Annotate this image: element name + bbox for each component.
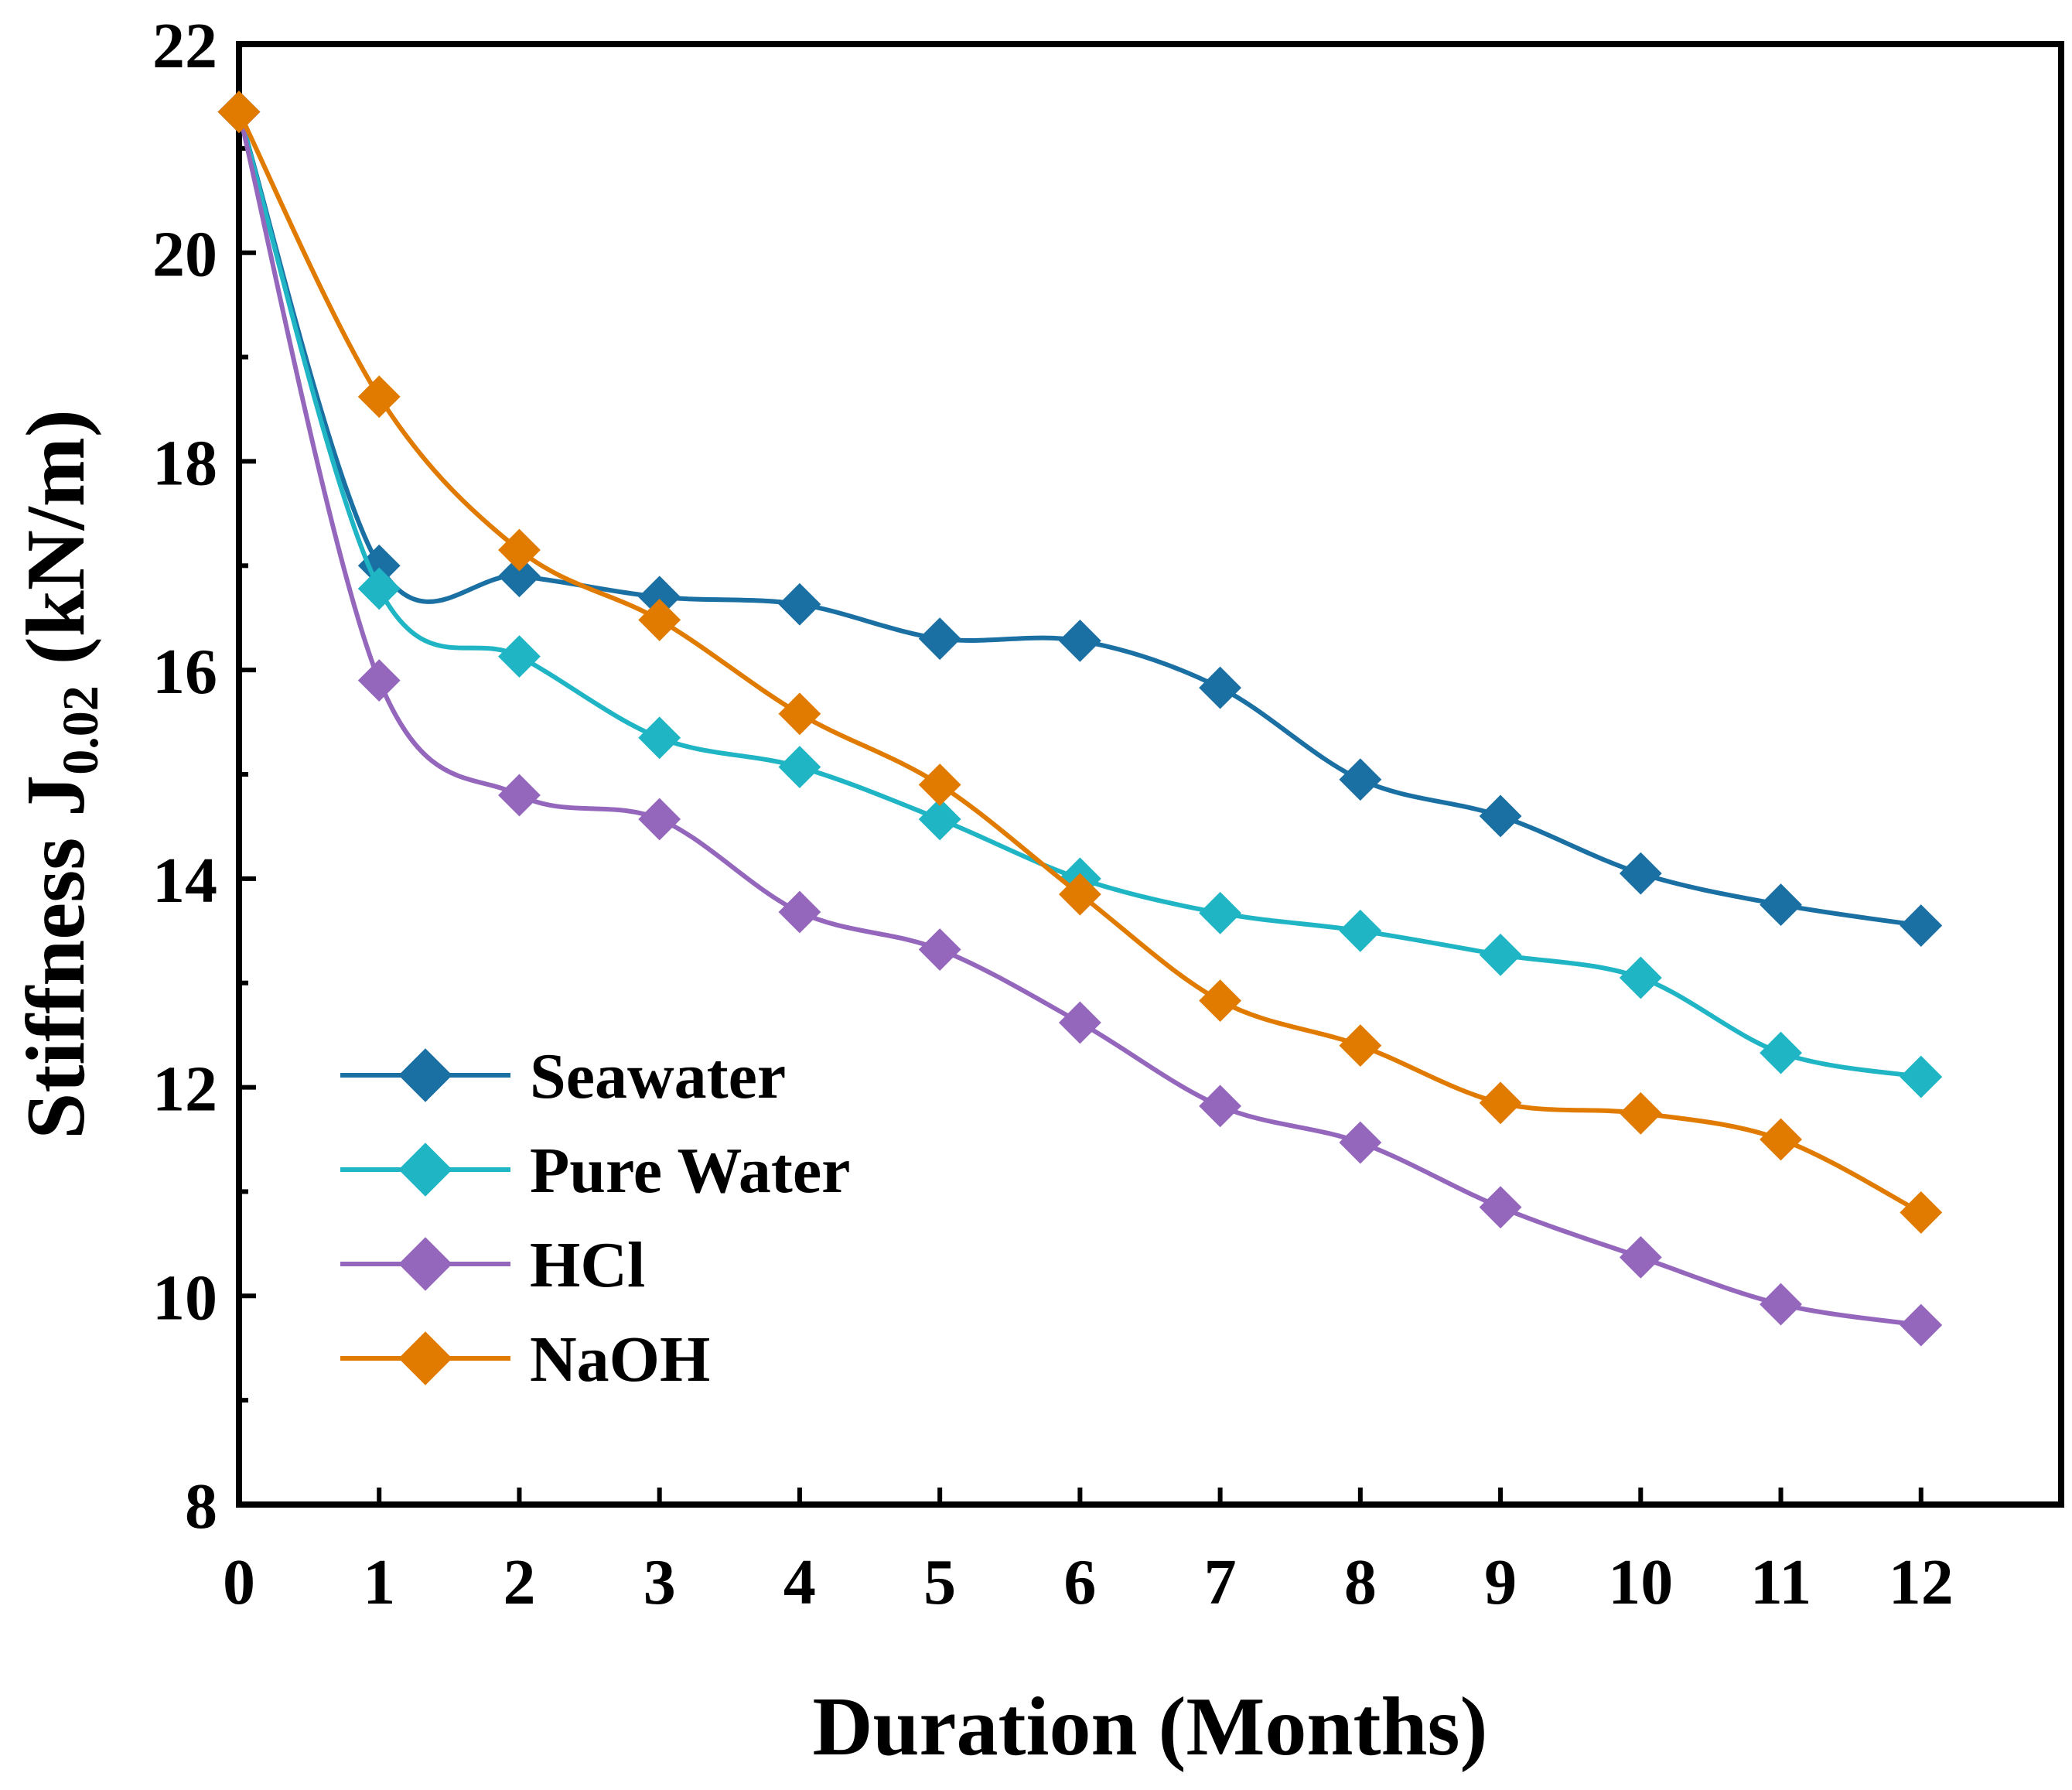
data-point-pure-water — [498, 635, 541, 678]
data-point-naoh — [217, 91, 261, 134]
data-point-hcl — [638, 798, 681, 841]
data-point-pure-water — [1339, 909, 1382, 952]
legend-item-pure-water: Pure Water — [340, 1135, 850, 1207]
series-hcl — [217, 91, 1943, 1347]
data-point-naoh — [1760, 1118, 1802, 1161]
data-point-hcl — [357, 659, 401, 702]
y-tick-label: 20 — [152, 219, 217, 291]
series-seawater — [217, 91, 1943, 947]
legend-marker-seawater — [398, 1048, 452, 1102]
data-point-hcl — [1619, 1235, 1662, 1279]
legend-item-seawater: Seawater — [340, 1040, 786, 1112]
legend: Seawater Pure Water HCl NaOH — [340, 1040, 850, 1395]
data-point-hcl — [1339, 1121, 1382, 1164]
y-tick-label: 14 — [152, 845, 217, 917]
x-tick-label: 10 — [1608, 1546, 1673, 1618]
data-point-pure-water — [1199, 891, 1242, 934]
data-point-seawater — [1199, 666, 1242, 709]
data-point-naoh — [1619, 1091, 1662, 1135]
data-point-naoh — [357, 375, 401, 418]
data-point-pure-water — [638, 716, 681, 760]
x-axis-title: Duration (Months) — [812, 1681, 1487, 1773]
data-point-hcl — [778, 890, 821, 934]
data-point-naoh — [638, 598, 681, 641]
x-tick-label: 6 — [1063, 1546, 1096, 1618]
x-tick-label: 1 — [363, 1546, 395, 1618]
data-point-naoh — [778, 692, 821, 736]
data-point-naoh — [498, 528, 541, 572]
data-point-hcl — [1479, 1186, 1522, 1229]
data-point-seawater — [778, 582, 821, 626]
series-line-seawater — [237, 111, 1922, 928]
data-point-seawater — [498, 555, 541, 598]
legend-item-naoh: NaOH — [340, 1324, 710, 1395]
data-point-naoh — [1058, 873, 1101, 916]
legend-label-hcl: HCl — [530, 1229, 645, 1301]
x-tick-label: 12 — [1889, 1546, 1954, 1618]
data-point-hcl — [498, 774, 541, 817]
legend-label-naoh: NaOH — [530, 1324, 710, 1395]
data-point-pure-water — [357, 567, 401, 610]
data-point-seawater — [1760, 883, 1802, 926]
y-tick-label: 16 — [152, 636, 217, 708]
data-point-hcl — [1058, 1001, 1101, 1044]
data-point-hcl — [1199, 1085, 1242, 1128]
data-point-seawater — [1479, 794, 1522, 838]
y-axis-title: Stiffness J0.02 (kN/m) — [10, 409, 109, 1139]
legend-item-hcl: HCl — [340, 1229, 645, 1301]
series-layer — [217, 91, 1943, 1347]
data-point-naoh — [1900, 1190, 1943, 1234]
legend-label-pure-water: Pure Water — [530, 1135, 850, 1207]
data-point-pure-water — [1760, 1031, 1802, 1074]
legend-marker-pure-water — [398, 1143, 452, 1197]
data-point-naoh — [1479, 1081, 1522, 1125]
y-tick-label: 18 — [152, 427, 217, 499]
data-point-seawater — [1058, 619, 1101, 662]
legend-marker-hcl — [398, 1237, 452, 1291]
data-point-pure-water — [1619, 956, 1662, 999]
legend-label-seawater: Seawater — [530, 1040, 786, 1112]
x-tick-label: 0 — [223, 1546, 255, 1618]
series-naoh — [217, 91, 1943, 1234]
data-point-pure-water — [778, 746, 821, 788]
x-tick-label: 5 — [923, 1546, 956, 1618]
data-point-naoh — [1199, 979, 1242, 1023]
x-tick-label: 2 — [503, 1546, 535, 1618]
y-axis-title-unit: (kN/m) — [10, 409, 102, 685]
y-tick-label: 10 — [152, 1262, 217, 1334]
y-tick-label: 12 — [152, 1054, 217, 1126]
data-point-pure-water — [1900, 1055, 1943, 1098]
data-point-naoh — [1339, 1024, 1382, 1068]
y-axis-title-subscript: 0.02 — [53, 685, 109, 775]
series-pure-water — [217, 91, 1943, 1098]
x-tick-label: 4 — [783, 1546, 816, 1618]
data-point-hcl — [1900, 1303, 1943, 1347]
data-point-seawater — [1339, 758, 1382, 801]
data-point-seawater — [1619, 852, 1662, 895]
x-tick-label: 7 — [1204, 1546, 1237, 1618]
y-axis-title-main: Stiffness J — [10, 775, 102, 1139]
series-line-naoh — [237, 111, 1923, 1215]
y-tick-label: 22 — [152, 10, 217, 82]
x-tick-label: 9 — [1484, 1546, 1517, 1618]
data-point-seawater — [918, 617, 961, 661]
data-point-pure-water — [918, 798, 961, 841]
data-point-naoh — [918, 763, 961, 806]
data-point-hcl — [918, 928, 961, 971]
data-point-pure-water — [1479, 933, 1522, 976]
x-tick-label: 3 — [643, 1546, 676, 1618]
data-point-seawater — [1900, 904, 1943, 947]
x-tick-label: 11 — [1750, 1546, 1811, 1618]
series-line-pure-water — [237, 111, 1922, 1080]
data-point-hcl — [1760, 1283, 1802, 1326]
x-tick-label: 8 — [1344, 1546, 1377, 1618]
plot-frame — [236, 41, 2064, 1508]
series-line-hcl — [237, 111, 1922, 1328]
y-tick-label: 8 — [185, 1471, 217, 1542]
legend-marker-naoh — [398, 1331, 452, 1385]
